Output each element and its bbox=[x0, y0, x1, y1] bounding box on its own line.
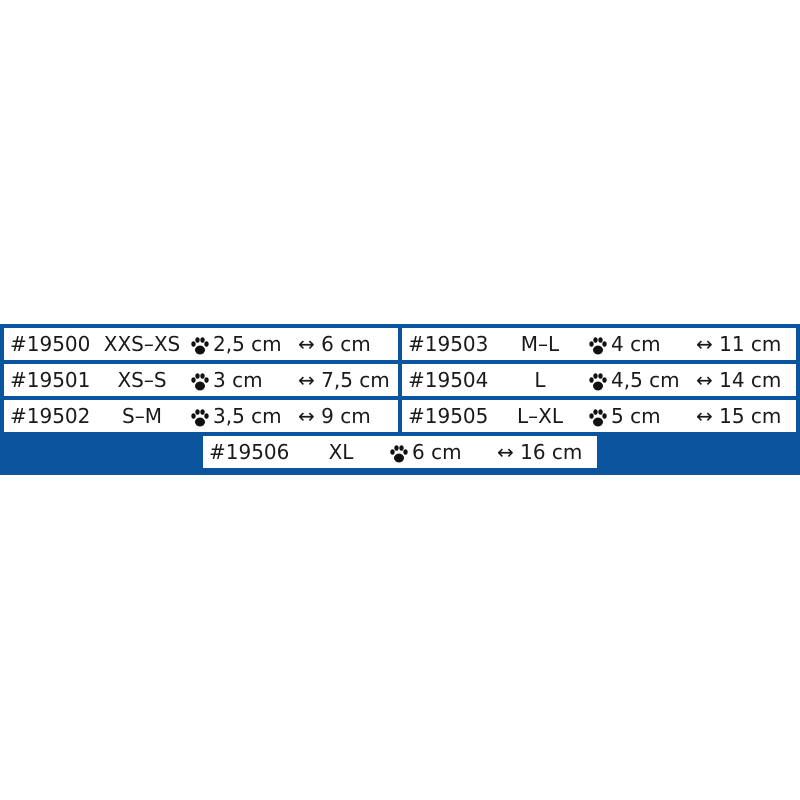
paw-icon bbox=[190, 332, 213, 356]
double-arrow-icon: ↔ bbox=[298, 404, 315, 428]
size-row: #19504 L 4,5 cm ↔ 14 cm bbox=[402, 364, 796, 396]
size-label: XXS–XS bbox=[103, 332, 181, 356]
size-row: #19506 XL 6 cm ↔ 16 cm bbox=[203, 436, 597, 468]
double-arrow-icon: ↔ bbox=[696, 368, 713, 392]
width-value: 15 cm bbox=[719, 404, 782, 428]
sku-number: #19502 bbox=[10, 404, 91, 428]
width-measure: ↔ 14 cm bbox=[696, 364, 781, 396]
width-measure: ↔ 16 cm bbox=[497, 436, 582, 468]
paw-value: 6 cm bbox=[412, 440, 462, 464]
size-row: #19502 S–M 3,5 cm ↔ 9 cm bbox=[4, 400, 398, 432]
paw-value: 2,5 cm bbox=[213, 332, 282, 356]
paw-icon bbox=[190, 368, 213, 392]
double-arrow-icon: ↔ bbox=[497, 440, 514, 464]
paw-icon bbox=[190, 404, 213, 428]
size-label: S–M bbox=[122, 404, 162, 428]
paw-measure: 4,5 cm bbox=[588, 364, 680, 396]
sku-number: #19505 bbox=[408, 404, 489, 428]
paw-value: 4,5 cm bbox=[611, 368, 680, 392]
width-measure: ↔ 11 cm bbox=[696, 328, 781, 360]
size-row: #19500 XXS–XS 2,5 cm ↔ 6 cm bbox=[4, 328, 398, 360]
sku-number: #19501 bbox=[10, 368, 91, 392]
size-row: #19505 L–XL 5 cm ↔ 15 cm bbox=[402, 400, 796, 432]
paw-measure: 4 cm bbox=[588, 328, 661, 360]
size-row: #19501 XS–S 3 cm ↔ 7,5 cm bbox=[4, 364, 398, 396]
paw-measure: 2,5 cm bbox=[190, 328, 282, 360]
paw-icon bbox=[588, 368, 611, 392]
width-measure: ↔ 7,5 cm bbox=[298, 364, 390, 396]
size-row: #19503 M–L 4 cm ↔ 11 cm bbox=[402, 328, 796, 360]
size-label: M–L bbox=[520, 332, 560, 356]
width-value: 16 cm bbox=[520, 440, 583, 464]
paw-icon bbox=[389, 440, 412, 464]
width-measure: ↔ 9 cm bbox=[298, 400, 371, 432]
width-measure: ↔ 15 cm bbox=[696, 400, 781, 432]
size-label: L bbox=[534, 368, 546, 392]
paw-icon bbox=[588, 404, 611, 428]
width-value: 14 cm bbox=[719, 368, 782, 392]
paw-measure: 5 cm bbox=[588, 400, 661, 432]
paw-value: 5 cm bbox=[611, 404, 661, 428]
double-arrow-icon: ↔ bbox=[696, 332, 713, 356]
size-label: L–XL bbox=[517, 404, 563, 428]
width-measure: ↔ 6 cm bbox=[298, 328, 371, 360]
sku-number: #19503 bbox=[408, 332, 489, 356]
width-value: 7,5 cm bbox=[321, 368, 390, 392]
width-value: 9 cm bbox=[321, 404, 371, 428]
size-label: XS–S bbox=[117, 368, 167, 392]
paw-value: 3,5 cm bbox=[213, 404, 282, 428]
sku-number: #19504 bbox=[408, 368, 489, 392]
width-value: 11 cm bbox=[719, 332, 782, 356]
paw-measure: 3 cm bbox=[190, 364, 263, 396]
paw-measure: 6 cm bbox=[389, 436, 462, 468]
paw-measure: 3,5 cm bbox=[190, 400, 282, 432]
paw-icon bbox=[588, 332, 611, 356]
sku-number: #19500 bbox=[10, 332, 91, 356]
size-label: XL bbox=[328, 440, 354, 464]
double-arrow-icon: ↔ bbox=[298, 368, 315, 392]
sku-number: #19506 bbox=[209, 440, 290, 464]
double-arrow-icon: ↔ bbox=[298, 332, 315, 356]
double-arrow-icon: ↔ bbox=[696, 404, 713, 428]
width-value: 6 cm bbox=[321, 332, 371, 356]
paw-value: 4 cm bbox=[611, 332, 661, 356]
paw-value: 3 cm bbox=[213, 368, 263, 392]
